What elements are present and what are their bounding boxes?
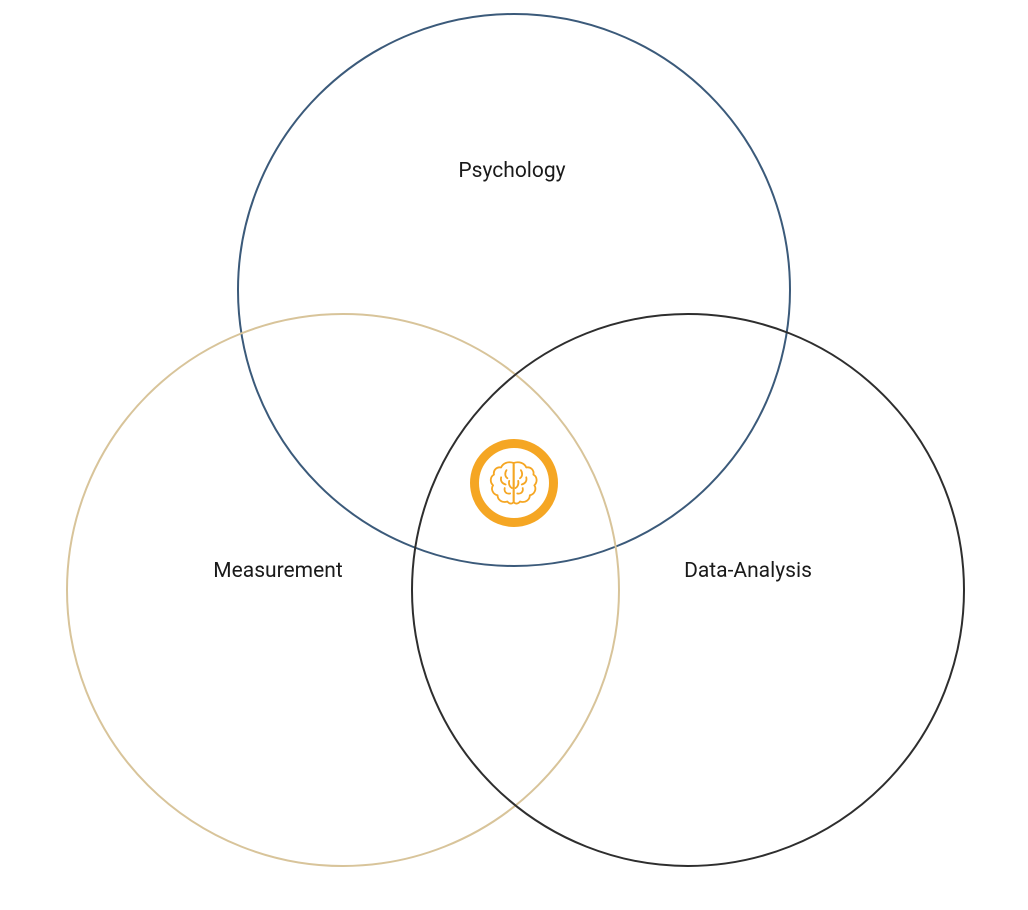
- venn-label-psychology: Psychology: [458, 159, 565, 183]
- venn-circle-data-analysis: [411, 313, 965, 867]
- venn-diagram: Psychology Measurement Data-Analysis: [0, 0, 1028, 910]
- venn-center-badge: [470, 439, 558, 527]
- venn-label-data-analysis: Data-Analysis: [684, 559, 812, 583]
- brain-icon: [485, 454, 542, 511]
- venn-label-measurement: Measurement: [213, 559, 342, 583]
